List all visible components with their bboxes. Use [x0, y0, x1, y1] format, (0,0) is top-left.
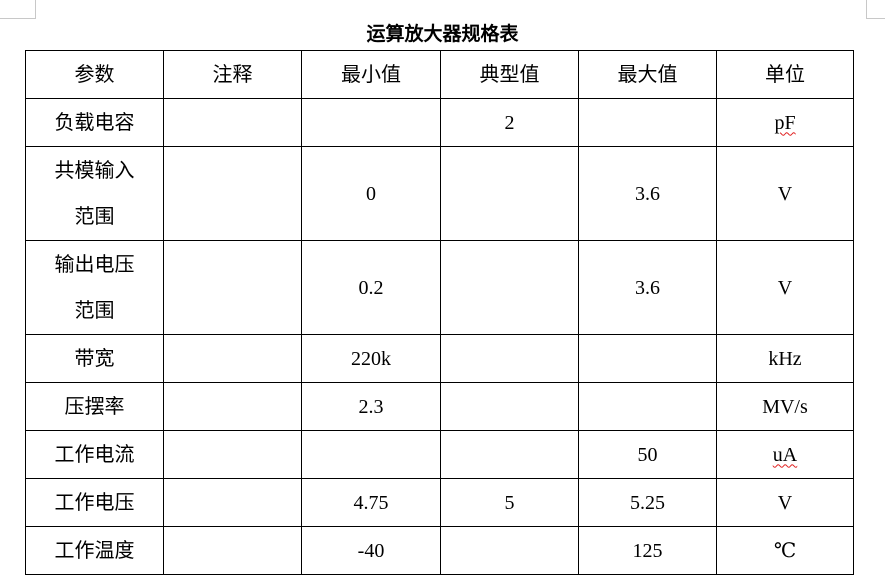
param-text: 输出电压	[54, 253, 135, 276]
note-cell	[163, 334, 302, 383]
param-text: 范围	[74, 205, 115, 228]
max-cell: 50	[578, 430, 717, 479]
param-cell: 工作温度	[25, 526, 164, 575]
typ-cell	[440, 240, 579, 335]
min-value: 0.2	[358, 276, 384, 299]
min-cell: 2.3	[301, 382, 441, 431]
typ-value: 5	[504, 491, 515, 514]
header-cell: 注释	[163, 50, 302, 99]
max-cell: 125	[578, 526, 717, 575]
min-cell: 0	[301, 146, 441, 241]
min-value: -40	[357, 539, 385, 562]
max-value: 5.25	[630, 491, 665, 514]
min-cell: 0.2	[301, 240, 441, 335]
max-value: 50	[637, 443, 658, 466]
param-cell: 输出电压 范围	[25, 240, 164, 335]
header-cell: 单位	[716, 50, 854, 99]
min-cell	[301, 430, 441, 479]
param-cell: 工作电流	[25, 430, 164, 479]
table-row: 工作电压 4.75 5 5.25 V	[25, 478, 854, 527]
param-text: 工作电压	[54, 491, 135, 514]
typ-value: 2	[504, 111, 515, 134]
param-text: 工作电流	[54, 443, 135, 466]
note-cell	[163, 478, 302, 527]
param-cell: 负载电容	[25, 98, 164, 147]
note-cell	[163, 526, 302, 575]
unit-value: MV/s	[762, 395, 808, 418]
table-title: 运算放大器规格表	[366, 24, 519, 45]
header-cell: 参数	[25, 50, 164, 99]
typ-cell	[440, 526, 579, 575]
page-corner-mark-left	[0, 0, 36, 19]
unit-cell: MV/s	[716, 382, 854, 431]
table-row: 负载电容 2 pF	[25, 98, 854, 147]
param-text: 范围	[74, 299, 115, 322]
param-text: 负载电容	[54, 111, 135, 134]
note-cell	[163, 146, 302, 241]
typ-cell: 2	[440, 98, 579, 147]
unit-cell: V	[716, 478, 854, 527]
unit-cell: kHz	[716, 334, 854, 383]
table-row: 带宽 220k kHz	[25, 334, 854, 383]
typ-cell	[440, 382, 579, 431]
table-row: 压摆率 2.3 MV/s	[25, 382, 854, 431]
param-cell: 共模输入 范围	[25, 146, 164, 241]
min-cell: -40	[301, 526, 441, 575]
unit-value: V	[777, 491, 793, 514]
table-row: 工作电流 50 uA	[25, 430, 854, 479]
table-row: 共模输入范围 0 3.6 V	[25, 146, 854, 241]
unit-value: pF	[774, 111, 796, 134]
header-row: 参数 注释 最小值 典型值 最大值 单位	[25, 50, 854, 99]
note-cell	[163, 382, 302, 431]
unit-value: V	[777, 276, 793, 299]
param-cell: 压摆率	[25, 382, 164, 431]
param-text: 带宽	[74, 347, 115, 370]
header-cell: 典型值	[440, 50, 579, 99]
typ-cell	[440, 430, 579, 479]
min-value: 4.75	[353, 491, 389, 514]
max-cell	[578, 334, 717, 383]
table-row: 输出电压范围 0.2 3.6 V	[25, 240, 854, 335]
param-text: 工作温度	[54, 539, 135, 562]
typ-cell	[440, 146, 579, 241]
param-cell: 工作电压	[25, 478, 164, 527]
max-cell: 3.6	[578, 240, 717, 335]
unit-value: uA	[772, 443, 798, 466]
min-value: 0	[366, 182, 376, 205]
min-cell: 4.75	[301, 478, 441, 527]
unit-cell: V	[716, 240, 854, 335]
min-cell	[301, 98, 441, 147]
max-value: 125	[632, 539, 663, 562]
note-cell	[163, 240, 302, 335]
max-cell: 5.25	[578, 478, 717, 527]
max-cell	[578, 98, 717, 147]
spec-table: 参数 注释 最小值 典型值 最大值 单位 负载电容 2 pF 共模输入 范围 0 3.6 V 输…	[25, 50, 854, 575]
typ-cell	[440, 334, 579, 383]
unit-cell: V	[716, 146, 854, 241]
unit-value: ℃	[773, 539, 797, 562]
page-corner-mark-right	[866, 0, 885, 19]
typ-cell: 5	[440, 478, 579, 527]
header-cell: 最大值	[578, 50, 717, 99]
header-cell: 最小值	[301, 50, 441, 99]
param-text: 压摆率	[64, 395, 125, 418]
max-value: 3.6	[635, 182, 660, 205]
note-cell	[163, 98, 302, 147]
unit-cell: ℃	[716, 526, 854, 575]
param-text: 共模输入	[54, 159, 135, 182]
param-cell: 带宽	[25, 334, 164, 383]
table-row: 工作温度 -40 125 ℃	[25, 526, 854, 575]
max-cell	[578, 382, 717, 431]
min-value: 220k	[351, 347, 391, 370]
min-value: 2.3	[358, 395, 384, 418]
max-cell: 3.6	[578, 146, 717, 241]
unit-value: V	[777, 182, 793, 205]
unit-cell: pF	[716, 98, 854, 147]
unit-cell: uA	[716, 430, 854, 479]
note-cell	[163, 430, 302, 479]
min-cell: 220k	[301, 334, 441, 383]
max-value: 3.6	[635, 276, 660, 299]
unit-value: kHz	[768, 347, 802, 370]
